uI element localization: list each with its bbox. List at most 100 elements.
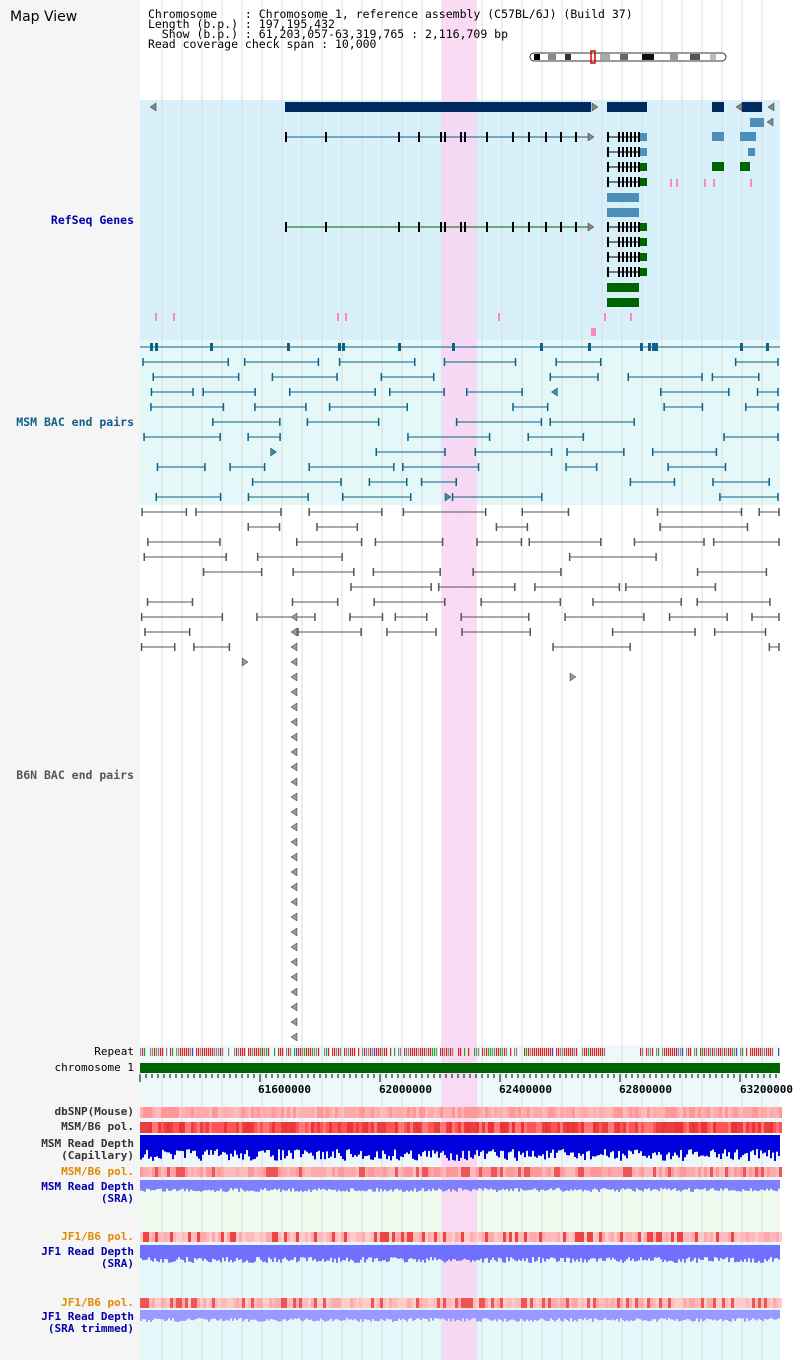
msm-sra-depth-bar: [340, 1180, 342, 1192]
pair-end-arrow: [290, 672, 298, 682]
msm-b6-pol-cell: [380, 1167, 383, 1177]
jf1-b6-pol-cell: [593, 1232, 596, 1242]
jf1-b6-pol-cell: [179, 1232, 182, 1242]
msm-b6-pol-cell: [578, 1122, 581, 1133]
msm-sra-depth-bar: [456, 1180, 458, 1192]
jf1-sra-depth-bar: [584, 1245, 586, 1260]
jf1-sra-depth-bar: [206, 1245, 208, 1261]
track-label-jf1-b6-pol-2[interactable]: JF1/B6 pol.: [61, 1296, 134, 1309]
track-label-msm-depth-cap[interactable]: MSM Read Depth (Capillary): [41, 1137, 134, 1162]
jf1-trimmed-depth-bar: [450, 1310, 452, 1322]
jf1-b6-pol-cell: [668, 1298, 671, 1308]
track-label-jf1-depth-trim[interactable]: JF1 Read Depth (SRA trimmed): [41, 1310, 134, 1335]
msm-capillary-depth-bar: [688, 1135, 690, 1150]
jf1-b6-pol-cell: [602, 1232, 605, 1242]
dbsnp-cell: [767, 1107, 770, 1118]
track-label-repeat[interactable]: Repeat: [94, 1045, 134, 1058]
jf1-trimmed-depth-bar: [652, 1310, 654, 1320]
msm-sra-depth-bar: [192, 1180, 194, 1191]
track-label-msm-b6-pol-2[interactable]: MSM/B6 pol.: [61, 1165, 134, 1178]
repeat-mark: [332, 1048, 334, 1056]
jf1-trimmed-depth-bar: [154, 1310, 156, 1319]
msm-sra-depth-bar: [674, 1180, 676, 1189]
msm-b6-pol-cell: [161, 1167, 164, 1177]
jf1-sra-depth-bar: [304, 1245, 306, 1258]
track-label-msm-b6-pol-1[interactable]: MSM/B6 pol.: [61, 1120, 134, 1133]
msm-capillary-depth-bar: [676, 1135, 678, 1156]
jf1-trimmed-depth-bar: [742, 1310, 744, 1319]
msm-b6-pol-cell: [449, 1122, 452, 1133]
jf1-sra-depth-bar: [406, 1245, 408, 1263]
track-label-jf1-b6-pol-1[interactable]: JF1/B6 pol.: [61, 1230, 134, 1243]
jf1-trimmed-depth-bar: [170, 1310, 172, 1321]
msm-capillary-depth-bar: [672, 1135, 674, 1156]
track-label-jf1-depth-sra[interactable]: JF1 Read Depth (SRA): [41, 1245, 134, 1270]
track-label-b6n-bac[interactable]: B6N BAC end pairs: [16, 768, 134, 782]
jf1-b6-pol-cell: [689, 1298, 692, 1308]
msm-capillary-depth-bar: [610, 1135, 612, 1153]
jf1-b6-pol-cell: [446, 1232, 449, 1242]
track-label-msm-bac[interactable]: MSM BAC end pairs: [16, 415, 134, 429]
jf1-trimmed-depth-bar: [302, 1310, 304, 1322]
msm-capillary-depth-bar: [418, 1135, 420, 1155]
msm-b6-pol-cell: [194, 1167, 197, 1177]
bac-end-marker: [398, 343, 401, 351]
msm-capillary-depth-bar: [168, 1135, 170, 1153]
msm-b6-pol-cell: [332, 1122, 335, 1133]
msm-sra-depth-bar: [760, 1180, 762, 1190]
exon: [512, 132, 514, 142]
track-label-refseq[interactable]: RefSeq Genes: [50, 213, 134, 227]
msm-sra-depth-bar: [260, 1180, 262, 1190]
jf1-trimmed-depth-bar: [372, 1310, 374, 1320]
msm-capillary-depth-bar: [462, 1135, 464, 1151]
jf1-sra-depth-bar: [766, 1245, 768, 1262]
pair-end-arrow: [290, 702, 298, 712]
repeat-mark: [726, 1048, 728, 1056]
jf1-trimmed-depth-bar: [570, 1310, 572, 1319]
dbsnp-cell: [374, 1107, 377, 1118]
chromosome-ideogram[interactable]: [529, 50, 727, 64]
jf1-b6-pol-cell: [599, 1298, 602, 1308]
jf1-trimmed-depth-bar: [516, 1310, 518, 1322]
msm-b6-pol-cell: [296, 1167, 299, 1177]
dbsnp-cell: [554, 1107, 557, 1118]
msm-sra-depth-bar: [654, 1180, 656, 1190]
repeat-mark: [344, 1048, 346, 1056]
jf1-trimmed-depth-bar: [718, 1310, 720, 1320]
msm-b6-pol-cell: [353, 1122, 356, 1133]
msm-capillary-depth-bar: [182, 1135, 184, 1152]
exon: [622, 132, 624, 142]
jf1-sra-depth-bar: [446, 1245, 448, 1262]
gene-block: [607, 193, 639, 202]
repeat-mark: [302, 1048, 304, 1056]
jf1-b6-pol-cell: [371, 1298, 374, 1308]
jf1-b6-pol-cell: [275, 1298, 278, 1308]
exon: [630, 132, 632, 142]
msm-capillary-depth-bar: [748, 1135, 750, 1161]
msm-b6-pol-cell: [197, 1122, 200, 1133]
jf1-b6-pol-cell: [173, 1298, 176, 1308]
msm-b6-pol-cell: [275, 1167, 278, 1177]
track-label-dbsnp[interactable]: dbSNP(Mouse): [54, 1105, 134, 1118]
track-label-msm-depth-sra[interactable]: MSM Read Depth (SRA): [41, 1180, 134, 1205]
jf1-trimmed-depth-bar: [462, 1310, 464, 1319]
jf1-sra-depth-bar: [484, 1245, 486, 1259]
jf1-sra-depth-bar: [180, 1245, 182, 1260]
msm-b6-pol-cell: [401, 1167, 404, 1177]
msm-b6-pol-cell: [662, 1122, 665, 1133]
pair-end-arrow: [290, 657, 298, 667]
repeat-mark: [428, 1048, 430, 1056]
msm-b6-pol-cell: [290, 1167, 293, 1177]
repeat-mark: [248, 1048, 250, 1056]
jf1-sra-depth-bar: [494, 1245, 496, 1261]
repeat-mark: [368, 1048, 370, 1056]
msm-capillary-depth-bar: [392, 1135, 394, 1157]
msm-capillary-depth-bar: [142, 1135, 144, 1158]
msm-b6-pol-cell: [740, 1122, 743, 1133]
jf1-b6-pol-cell: [218, 1232, 221, 1242]
msm-sra-depth-bar: [464, 1180, 466, 1190]
msm-sra-depth-bar: [384, 1180, 386, 1190]
msm-capillary-depth-bar: [710, 1135, 712, 1151]
msm-sra-depth-bar: [658, 1180, 660, 1192]
